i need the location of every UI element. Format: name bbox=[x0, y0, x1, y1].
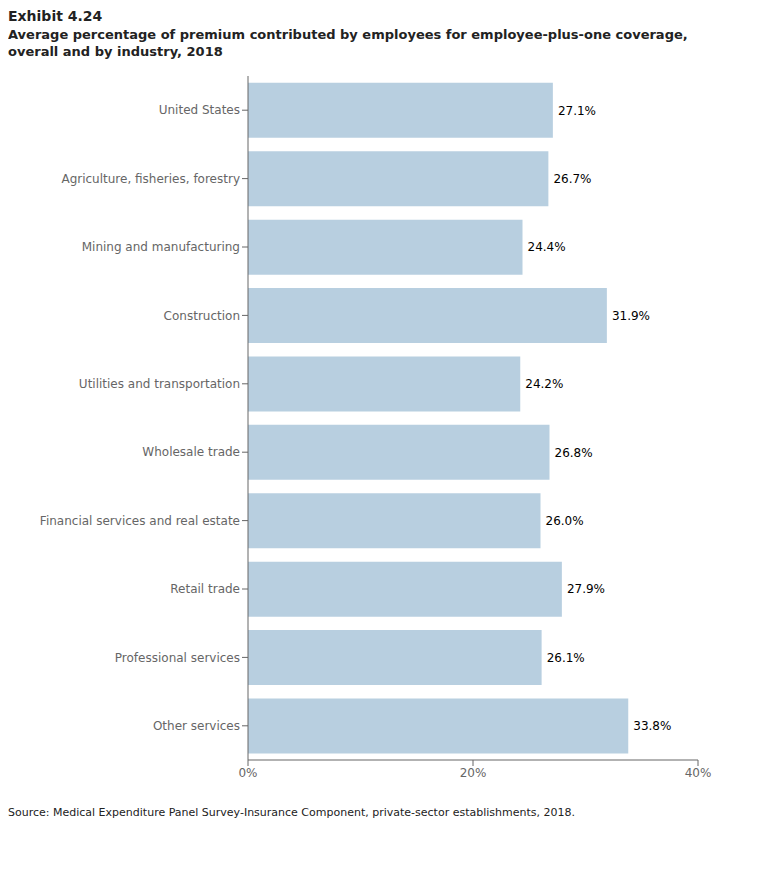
html-text:Exhibit 4.24: Exhibit 4.24 bbox=[8, 8, 103, 24]
svg-text:40%: 40% bbox=[685, 766, 712, 780]
svg-text:Agriculture, fisheries, forest: Agriculture, fisheries, forestry bbox=[61, 172, 240, 186]
svg-text:27.1%: 27.1% bbox=[558, 104, 596, 118]
svg-text:Utilities and transportation: Utilities and transportation bbox=[79, 377, 240, 391]
svg-text:Professional services: Professional services bbox=[115, 651, 240, 665]
html-text:Average percentage of premium: Average percentage of premium contribute… bbox=[8, 27, 688, 42]
svg-text:26.1%: 26.1% bbox=[547, 651, 585, 665]
svg-text:27.9%: 27.9% bbox=[567, 582, 605, 596]
svg-text:20%: 20% bbox=[460, 766, 487, 780]
svg-text:Retail trade: Retail trade bbox=[170, 582, 240, 596]
svg-text:33.8%: 33.8% bbox=[633, 719, 671, 733]
svg-text:31.9%: 31.9% bbox=[612, 309, 650, 323]
svg-text:Other services: Other services bbox=[153, 719, 240, 733]
svg-text:Wholesale trade: Wholesale trade bbox=[142, 445, 240, 459]
svg-text:Financial services and real es: Financial services and real estate bbox=[40, 514, 240, 528]
svg-text:Construction: Construction bbox=[164, 309, 240, 323]
svg-text:Mining and manufacturing: Mining and manufacturing bbox=[82, 240, 240, 254]
svg-text:26.8%: 26.8% bbox=[555, 446, 593, 460]
html-text:overall and by industry, 2018: overall and by industry, 2018 bbox=[8, 44, 223, 59]
html-text:Source: Medical Expenditure Pa: Source: Medical Expenditure Panel Survey… bbox=[8, 806, 575, 819]
svg-text:24.2%: 24.2% bbox=[525, 377, 563, 391]
svg-text:24.4%: 24.4% bbox=[528, 240, 566, 254]
svg-text:United States: United States bbox=[159, 103, 240, 117]
svg-text:0%: 0% bbox=[238, 766, 257, 780]
svg-text:26.7%: 26.7% bbox=[553, 172, 591, 186]
svg-text:26.0%: 26.0% bbox=[546, 514, 584, 528]
